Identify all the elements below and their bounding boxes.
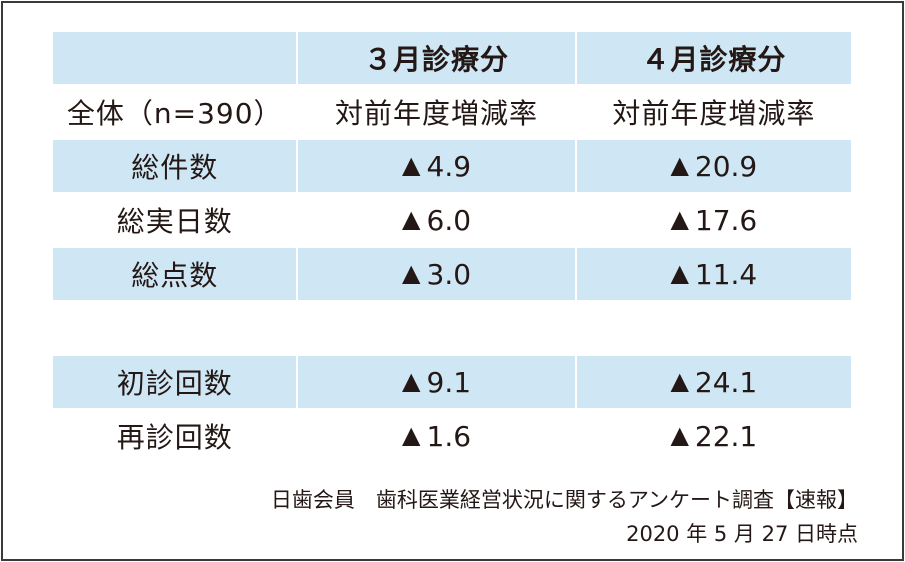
april-number: 17.6 xyxy=(694,203,758,237)
april-value: ▲ 24.1 xyxy=(576,356,851,408)
subheader-march: 対前年度増減率 xyxy=(335,97,539,130)
row-label: 再診回数 xyxy=(116,421,233,454)
header-row: ３月診療分 ４月診療分 xyxy=(53,32,851,84)
decrease-triangle-icon: ▲ xyxy=(670,205,689,233)
decrease-triangle-icon: ▲ xyxy=(402,151,421,179)
march-value: ▲ 1.6 xyxy=(298,410,574,462)
april-number: 11.4 xyxy=(694,257,758,291)
source-note: 日歯会員 歯科医業経営状況に関するアンケート調査【速報】 xyxy=(270,488,858,512)
march-number: 3.0 xyxy=(426,257,472,291)
decrease-triangle-icon: ▲ xyxy=(402,421,421,449)
subheader-april: 対前年度増減率 xyxy=(612,97,816,130)
march-number: 6.0 xyxy=(426,203,472,237)
march-number: 1.6 xyxy=(426,419,472,453)
subheader-total-label: 全体（n=390） xyxy=(66,97,283,130)
table-row: 総実日数 ▲ 6.0 ▲ 17.6 xyxy=(53,194,851,246)
decrease-triangle-icon: ▲ xyxy=(670,421,689,449)
table-row: 再診回数 ▲ 1.6 ▲ 22.1 xyxy=(53,410,851,462)
march-value: ▲ 6.0 xyxy=(298,194,574,246)
decrease-triangle-icon: ▲ xyxy=(670,367,689,395)
row-label: 総実日数 xyxy=(116,205,233,238)
april-value: ▲ 17.6 xyxy=(577,194,851,246)
march-value: ▲ 4.9 xyxy=(298,140,575,192)
decrease-triangle-icon: ▲ xyxy=(402,259,421,287)
row-label: 総件数 xyxy=(53,140,297,192)
april-value: ▲ 22.1 xyxy=(577,410,851,462)
april-value: ▲ 20.9 xyxy=(576,140,851,192)
april-number: 20.9 xyxy=(694,149,758,183)
row-label: 初診回数 xyxy=(53,356,297,408)
table-row: 総点数 ▲ 3.0 ▲ 11.4 xyxy=(53,248,851,300)
april-value: ▲ 11.4 xyxy=(576,248,851,300)
header-corner-cell xyxy=(53,32,297,84)
april-number: 24.1 xyxy=(694,365,758,399)
march-value: ▲ 3.0 xyxy=(298,248,575,300)
subheader-row: 全体（n=390） 対前年度増減率 対前年度増減率 xyxy=(53,86,851,138)
header-april: ４月診療分 xyxy=(576,32,851,84)
decrease-triangle-icon: ▲ xyxy=(402,205,421,233)
row-label: 総点数 xyxy=(53,248,297,300)
header-march: ３月診療分 xyxy=(298,32,575,84)
decrease-triangle-icon: ▲ xyxy=(402,367,421,395)
decrease-triangle-icon: ▲ xyxy=(670,151,689,179)
april-number: 22.1 xyxy=(694,419,758,453)
source-date: 2020 年 5 月 27 日時点 xyxy=(626,522,858,546)
march-number: 9.1 xyxy=(426,365,472,399)
decrease-triangle-icon: ▲ xyxy=(670,259,689,287)
march-number: 4.9 xyxy=(426,149,472,183)
table-row: 総件数 ▲ 4.9 ▲ 20.9 xyxy=(53,140,851,192)
table-row: 初診回数 ▲ 9.1 ▲ 24.1 xyxy=(53,356,851,408)
march-value: ▲ 9.1 xyxy=(298,356,575,408)
